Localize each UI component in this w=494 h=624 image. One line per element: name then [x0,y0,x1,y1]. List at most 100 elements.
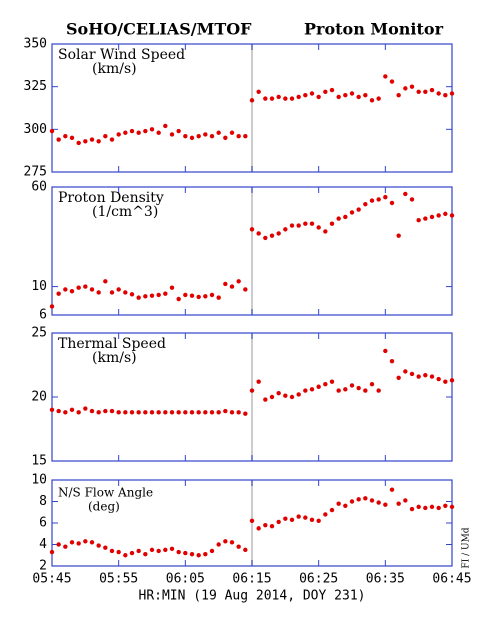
data-point [56,542,61,547]
data-point [289,223,295,228]
data-point [49,128,55,134]
data-point [409,371,415,377]
data-point [436,213,441,218]
y-tick-label: 6 [39,308,47,323]
data-point [216,295,221,300]
data-point [356,497,361,502]
data-point [256,231,261,236]
data-point [343,387,348,392]
data-point [276,390,281,396]
data-point [229,284,235,289]
panel-label: Proton Density [58,190,164,206]
data-point [363,93,368,98]
data-point [229,540,235,545]
data-point [69,407,75,412]
data-point [296,94,301,100]
data-point [56,408,61,414]
data-point [116,410,121,415]
data-point [383,194,388,200]
data-point [116,287,121,292]
x-axis-label: HR:MIN (19 Aug 2014, DOY 231) [139,589,366,604]
data-point [143,128,148,134]
data-point [136,130,141,135]
data-point [423,216,428,221]
data-point [89,137,95,142]
data-point [63,287,68,292]
data-point [83,139,88,144]
data-point [156,130,161,135]
data-point [296,223,301,228]
chart-subtitle: Proton Monitor [304,20,444,39]
data-point [229,130,235,135]
data-point [383,502,388,507]
data-point [396,375,401,380]
data-point [269,394,275,400]
data-point [283,393,288,398]
y-tick-label: 60 [31,180,47,195]
data-point [303,515,308,520]
data-point [269,524,275,529]
data-point [269,96,275,101]
data-point [236,133,241,139]
y-tick-label: 15 [31,454,47,469]
data-point [196,553,201,558]
data-point [376,197,381,202]
data-point [389,358,395,364]
data-point [196,410,201,415]
data-point [176,296,181,302]
data-point [269,233,275,238]
x-tick-label: 06:15 [232,572,271,587]
credit: FI / UMd [462,527,472,568]
data-point [123,553,128,558]
data-point [429,87,435,93]
data-point [323,229,328,234]
data-point [369,382,375,387]
data-point [376,500,381,505]
data-point [183,292,188,298]
data-point [316,225,321,230]
data-point [63,410,68,415]
data-point [443,379,448,384]
data-point [389,79,395,84]
data-point [209,292,215,298]
data-point [76,541,81,546]
data-point [176,410,181,415]
data-point [369,198,375,203]
y-tick-label: 275 [24,165,47,180]
data-point [49,549,55,555]
data-point [63,133,68,139]
data-point [129,550,135,556]
data-point [409,197,415,202]
x-tick-label: 06:35 [366,572,405,587]
data-point [96,139,101,144]
data-point [203,551,208,557]
data-point [423,505,428,511]
data-point [143,410,148,415]
y-tick-label: 2 [39,559,47,574]
data-point [83,406,88,411]
data-point [309,387,315,392]
data-point [156,548,161,554]
data-point [283,96,288,101]
data-point [349,91,355,96]
data-point [403,86,408,91]
data-point [256,526,261,531]
data-point [329,87,335,93]
y-tick-label: 300 [24,122,47,137]
data-point [263,522,268,528]
data-point [263,96,268,101]
panel-label: Thermal Speed [58,336,166,352]
panel-unit: (km/s) [92,61,137,77]
data-point [336,216,341,221]
data-point [263,235,268,241]
data-point [323,382,328,387]
y-tick-label: 10 [31,473,47,488]
data-point [383,74,388,79]
data-point [243,133,248,139]
data-point [183,550,188,556]
data-point [323,89,328,94]
data-point [83,284,88,289]
data-point [369,498,375,503]
data-point [423,373,428,378]
data-point [69,135,75,141]
